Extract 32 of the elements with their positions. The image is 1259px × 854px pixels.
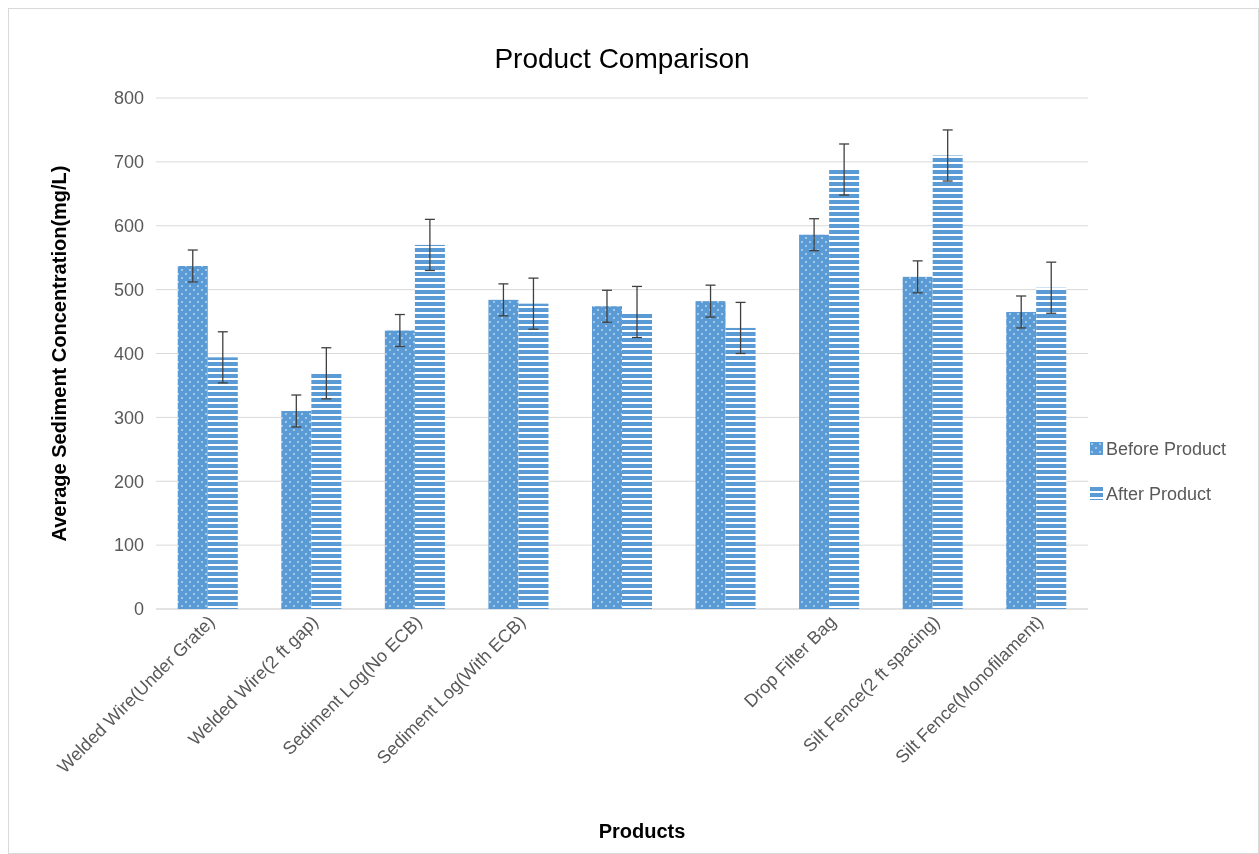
bar	[622, 311, 653, 609]
y-tick-label: 500	[113, 279, 144, 300]
bar	[725, 327, 756, 609]
bar	[281, 410, 312, 609]
bar	[829, 169, 860, 609]
bar	[384, 330, 415, 609]
y-tick-label: 400	[113, 343, 144, 364]
bar	[1006, 311, 1037, 609]
bar	[518, 303, 549, 609]
bar	[311, 373, 342, 609]
bar	[902, 276, 933, 609]
bar	[799, 234, 830, 609]
y-tick-label: 100	[113, 535, 144, 556]
y-tick-label: 0	[133, 599, 144, 620]
y-tick-label: 700	[113, 152, 144, 173]
y-tick-label: 300	[113, 407, 144, 428]
bar	[177, 265, 208, 609]
y-tick-label: 600	[113, 216, 144, 237]
x-axis-title: Products	[598, 820, 686, 842]
bar	[591, 306, 622, 609]
chart-title: Product Comparison	[494, 43, 750, 74]
bar	[207, 357, 238, 609]
bar	[932, 155, 963, 609]
bar	[695, 301, 726, 609]
bar	[1036, 287, 1067, 609]
y-axis-title: Average Sediment Concentration(mg/L)	[48, 165, 70, 542]
legend-label: Before Product	[1106, 439, 1227, 460]
y-tick-label: 200	[113, 471, 144, 492]
bar	[414, 244, 445, 609]
y-tick-label: 800	[113, 88, 144, 109]
legend-label: After Product	[1106, 484, 1212, 505]
bar	[488, 299, 519, 609]
